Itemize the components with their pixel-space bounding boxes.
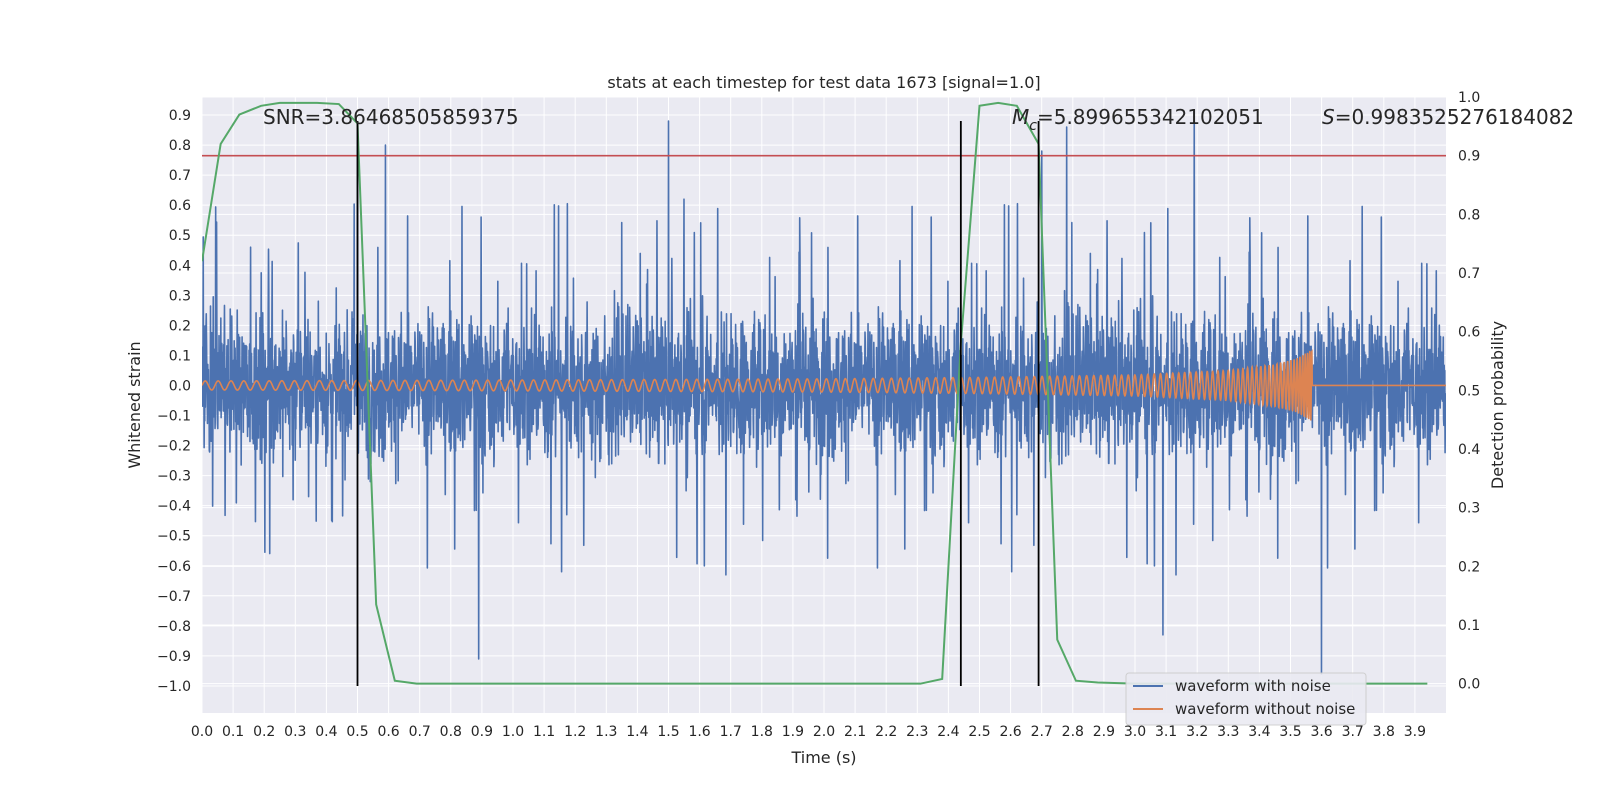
x-tick-label: 1.7 <box>720 724 742 740</box>
x-tick-label: 3.9 <box>1404 724 1426 740</box>
x-tick-label: 0.8 <box>440 724 462 740</box>
y-tick-label: −0.6 <box>157 559 191 575</box>
series-waveform-without-noise <box>202 348 1446 421</box>
y-right-tick-label: 0.4 <box>1458 442 1480 458</box>
x-tick-label: 3.6 <box>1310 724 1332 740</box>
y-tick-label: −0.2 <box>157 439 191 455</box>
x-tick-label: 3.5 <box>1279 724 1301 740</box>
x-tick-label: 3.3 <box>1217 724 1239 740</box>
x-tick-label: 1.2 <box>564 724 586 740</box>
y-tick-label: 0.4 <box>169 258 191 274</box>
chirp-mass-annotation: Mc=5.899655342102051 <box>1012 105 1264 134</box>
y-axis-label: Whitened strain <box>125 341 144 468</box>
x-tick-label: 1.4 <box>626 724 648 740</box>
x-tick-label: 3.7 <box>1342 724 1364 740</box>
x-tick-label: 0.0 <box>191 724 213 740</box>
x-tick-label: 0.5 <box>346 724 368 740</box>
y-tick-label: 0.6 <box>169 198 191 214</box>
y-right-tick-label: 0.9 <box>1458 149 1480 165</box>
legend-label-noise: waveform with noise <box>1175 677 1331 695</box>
series-detection-probability <box>202 101 1428 685</box>
x-tick-label: 2.4 <box>937 724 959 740</box>
y-tick-label: −0.1 <box>157 409 191 425</box>
x-tick-label: 0.6 <box>377 724 399 740</box>
y-right-tick-label: 0.3 <box>1458 501 1480 517</box>
y-tick-label: 0.2 <box>169 318 191 334</box>
y-tick-label: −0.3 <box>157 469 191 485</box>
y-tick-label: 0.5 <box>169 228 191 244</box>
x-tick-label: 2.7 <box>1031 724 1053 740</box>
x-tick-label: 0.4 <box>315 724 337 740</box>
y-tick-label: 0.0 <box>169 378 191 394</box>
x-tick-label: 0.3 <box>284 724 306 740</box>
score-annotation: S=0.9983525276184082 <box>1322 105 1574 129</box>
y-tick-label: −1.0 <box>157 679 191 695</box>
y-tick-label: −0.5 <box>157 529 191 545</box>
x-tick-label: 3.8 <box>1373 724 1395 740</box>
x-axis-ticks: 0.0 0.1 0.2 0.3 0.4 0.5 0.6 0.7 0.8 0.9 1.0 1.1 1.2 1… <box>191 724 1426 740</box>
x-tick-label: 2.6 <box>999 724 1021 740</box>
x-tick-label: 3.2 <box>1186 724 1208 740</box>
x-tick-label: 1.5 <box>657 724 679 740</box>
snr-annotation: SNR=3.86468505859375 <box>263 105 519 129</box>
y-right-tick-label: 0.2 <box>1458 559 1480 575</box>
x-tick-label: 3.1 <box>1155 724 1177 740</box>
x-tick-label: 3.4 <box>1248 724 1270 740</box>
y-right-axis-label: Detection probability <box>1488 321 1507 489</box>
series-waveform-with-noise <box>202 120 1446 675</box>
x-tick-label: 1.9 <box>782 724 804 740</box>
chart-title: stats at each timestep for test data 167… <box>607 73 1040 92</box>
x-tick-label: 2.9 <box>1093 724 1115 740</box>
x-tick-label: 1.8 <box>751 724 773 740</box>
y-right-tick-label: 0.6 <box>1458 325 1480 341</box>
x-tick-label: 0.9 <box>471 724 493 740</box>
x-tick-label: 2.5 <box>968 724 990 740</box>
x-tick-label: 0.7 <box>409 724 431 740</box>
y-tick-label: 0.8 <box>169 138 191 154</box>
x-tick-label: 1.1 <box>533 724 555 740</box>
x-tick-label: 0.2 <box>253 724 275 740</box>
y-tick-label: −0.7 <box>157 589 191 605</box>
y-right-axis-ticks: 1.0 0.9 0.8 0.7 0.6 0.5 0.4 0.3 0.2 0.1 0.0 <box>1458 90 1480 693</box>
y-tick-label: −0.9 <box>157 649 191 665</box>
legend: waveform with noise waveform without noi… <box>1125 672 1367 726</box>
x-tick-label: 1.0 <box>502 724 524 740</box>
x-tick-label: 3.0 <box>1124 724 1146 740</box>
y-right-tick-label: 0.8 <box>1458 207 1480 223</box>
x-tick-label: 2.3 <box>906 724 928 740</box>
y-tick-label: 0.1 <box>169 348 191 364</box>
x-tick-label: 0.1 <box>222 724 244 740</box>
x-axis-label: Time (s) <box>790 748 856 767</box>
y-right-tick-label: 1.0 <box>1458 90 1480 106</box>
y-right-tick-label: 0.1 <box>1458 618 1480 634</box>
y-right-tick-label: 0.0 <box>1458 677 1480 693</box>
x-tick-label: 1.6 <box>688 724 710 740</box>
x-tick-label: 2.0 <box>813 724 835 740</box>
y-tick-label: −0.8 <box>157 619 191 635</box>
x-tick-label: 2.2 <box>875 724 897 740</box>
y-tick-label: 0.9 <box>169 108 191 124</box>
y-right-tick-label: 0.5 <box>1458 383 1480 399</box>
legend-label-clean: waveform without noise <box>1175 700 1355 718</box>
legend-box <box>1125 672 1367 726</box>
x-tick-label: 1.3 <box>595 724 617 740</box>
x-tick-label: 2.1 <box>844 724 866 740</box>
y-tick-label: 0.7 <box>169 168 191 184</box>
y-right-tick-label: 0.7 <box>1458 266 1480 282</box>
y-tick-label: 0.3 <box>169 288 191 304</box>
y-axis-ticks: 0.9 0.8 0.7 0.6 0.5 0.4 0.3 0.2 0.1 0.0 −0.1 −0.2 −0… <box>157 108 191 695</box>
x-tick-label: 2.8 <box>1062 724 1084 740</box>
y-tick-label: −0.4 <box>157 499 191 515</box>
